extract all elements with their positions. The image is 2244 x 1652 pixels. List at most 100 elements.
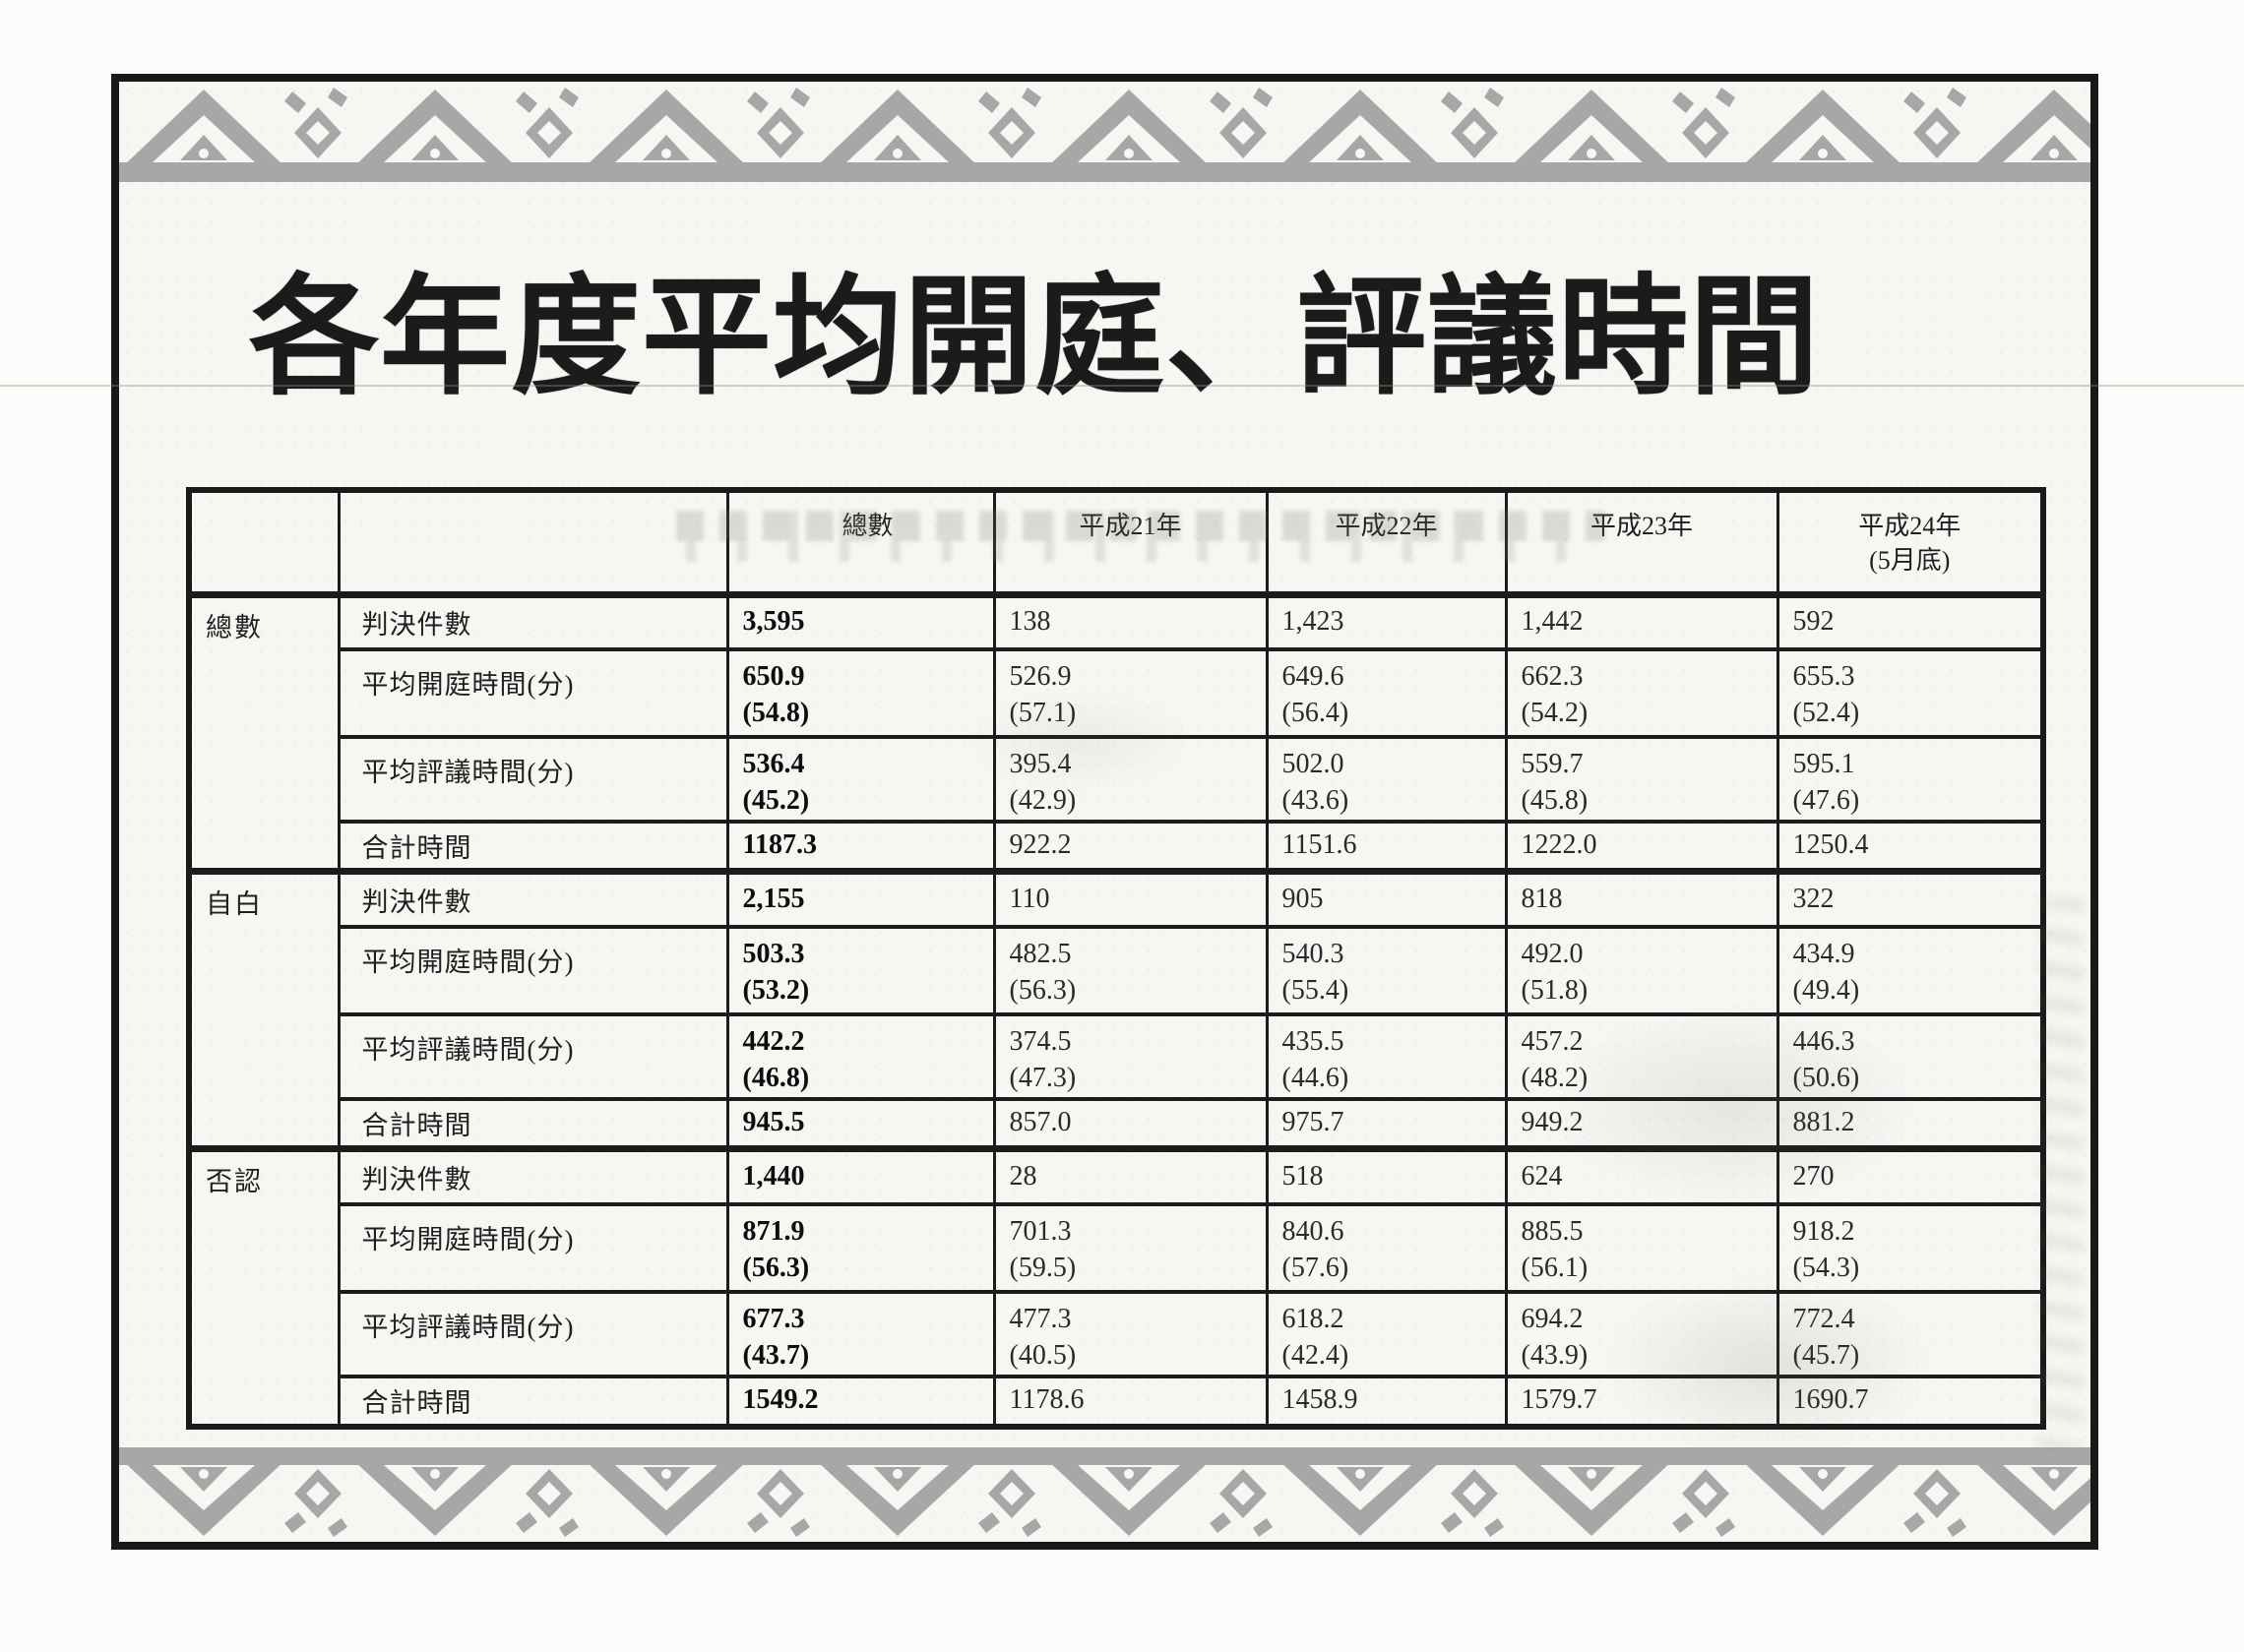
row-group-label: 否認 xyxy=(187,1145,341,1429)
table-cell: 1,442 xyxy=(1504,590,1779,651)
table-cell: 477.3 (40.5) xyxy=(992,1289,1269,1378)
table-cell: 540.3 (55.4) xyxy=(1265,924,1508,1016)
table-cell: 885.5 (56.1) xyxy=(1504,1201,1779,1294)
table-row: 否認 判決件數 1,440 28 518 624 270 xyxy=(187,1145,2045,1429)
row-label: 合計時間 xyxy=(337,1374,729,1429)
table-cell: 595.1 (47.6) xyxy=(1776,735,2045,824)
table-cell: 881.2 xyxy=(1776,1096,2045,1151)
table-cell: 435.5 (44.6) xyxy=(1265,1011,1508,1101)
table-cell: 655.3 (52.4) xyxy=(1776,647,2045,739)
table-cell: 662.3 (54.2) xyxy=(1504,647,1779,739)
row-label: 判決件數 xyxy=(337,868,729,929)
table-cell: 945.5 xyxy=(725,1096,996,1151)
table-cell: 110 xyxy=(992,868,1269,929)
table-cell: 442.2 (46.8) xyxy=(725,1011,996,1101)
table-row: 合計時間 945.5 857.0 975.7 949.2 881.2 xyxy=(189,1096,2045,1151)
row-label: 判決件數 xyxy=(337,590,729,651)
page-title: 各年度平均開庭、評議時間 xyxy=(249,266,1820,410)
table-row: 平均開庭時間(分) 503.3 (53.2) 482.5 (56.3) 540.… xyxy=(189,924,2045,1016)
table-cell: 502.0 (43.6) xyxy=(1265,735,1508,824)
table-cell: 840.6 (57.6) xyxy=(1265,1201,1508,1294)
table-cell: 1,423 xyxy=(1265,590,1508,651)
table-cell: 677.3 (43.7) xyxy=(725,1289,996,1378)
row-label: 判決件數 xyxy=(337,1145,729,1206)
table-cell: 1187.3 xyxy=(725,819,996,874)
row-label: 合計時間 xyxy=(337,819,729,874)
table-cell: 1151.6 xyxy=(1265,819,1508,874)
column-header-total: 總數 xyxy=(725,488,996,597)
table-cell: 922.2 xyxy=(992,819,1269,874)
table-cell: 270 xyxy=(1776,1145,2045,1206)
statistics-table: 總數 平成21年 平成22年 平成23年 平成24年 (5月底) 總數 判決件數… xyxy=(186,487,2046,1430)
table-cell: 28 xyxy=(992,1145,1269,1206)
row-group-label: 自白 xyxy=(187,868,341,1151)
table-cell: 592 xyxy=(1776,590,2045,651)
row-label: 平均評議時間(分) xyxy=(337,1011,729,1101)
table-cell: 503.3 (53.2) xyxy=(725,924,996,1016)
table-cell: 975.7 xyxy=(1265,1096,1508,1151)
column-header-heisei21: 平成21年 xyxy=(992,488,1269,597)
table-cell: 518 xyxy=(1265,1145,1508,1206)
slide-frame: 各年度平均開庭、評議時間 總數 平成21年 平成22年 平成23年 平成24年 … xyxy=(111,74,2098,1550)
table-cell: 701.3 (59.5) xyxy=(992,1201,1269,1294)
table-cell: 618.2 (42.4) xyxy=(1265,1289,1508,1378)
row-label: 平均開庭時間(分) xyxy=(337,924,729,1016)
table-cell: 1222.0 xyxy=(1504,819,1779,874)
row-label: 合計時間 xyxy=(337,1096,729,1151)
table-cell: 857.0 xyxy=(992,1096,1269,1151)
table-cell: 649.6 (56.4) xyxy=(1265,647,1508,739)
header-corner-cell xyxy=(187,488,341,597)
decorative-border-top xyxy=(119,82,2090,182)
table-row: 平均開庭時間(分) 650.9 (54.8) 526.9 (57.1) 649.… xyxy=(189,647,2045,739)
column-header-heisei23: 平成23年 xyxy=(1504,488,1779,597)
table-cell: 1458.9 xyxy=(1265,1374,1508,1429)
table-cell: 1,440 xyxy=(725,1145,996,1206)
row-label: 平均評議時間(分) xyxy=(337,735,729,824)
table-cell: 457.2 (48.2) xyxy=(1504,1011,1779,1101)
header-corner-cell xyxy=(337,488,729,597)
table-cell: 374.5 (47.3) xyxy=(992,1011,1269,1101)
table-cell: 949.2 xyxy=(1504,1096,1779,1151)
table-cell: 694.2 (43.9) xyxy=(1504,1289,1779,1378)
decorative-border-bottom xyxy=(119,1447,2090,1542)
row-label: 平均評議時間(分) xyxy=(337,1289,729,1378)
table-cell: 446.3 (50.6) xyxy=(1776,1011,2045,1101)
table-cell: 536.4 (45.2) xyxy=(725,735,996,824)
table-row: 平均評議時間(分) 677.3 (43.7) 477.3 (40.5) 618.… xyxy=(189,1289,2045,1378)
row-label: 平均開庭時間(分) xyxy=(337,1201,729,1294)
row-group-label: 總數 xyxy=(187,590,341,874)
table-cell: 918.2 (54.3) xyxy=(1776,1201,2045,1294)
table-cell: 395.4 (42.9) xyxy=(992,735,1269,824)
table-row: 合計時間 1187.3 922.2 1151.6 1222.0 1250.4 xyxy=(189,819,2045,874)
table-cell: 1250.4 xyxy=(1776,819,2045,874)
table-cell: 772.4 (45.7) xyxy=(1776,1289,2045,1378)
table-cell: 3,595 xyxy=(725,590,996,651)
row-label: 平均開庭時間(分) xyxy=(337,647,729,739)
table-cell: 482.5 (56.3) xyxy=(992,924,1269,1016)
table-cell: 1549.2 xyxy=(725,1374,996,1429)
table-row: 自白 判決件數 2,155 110 905 818 322 xyxy=(187,868,2045,1151)
table-cell: 1579.7 xyxy=(1504,1374,1779,1429)
table-row: 平均評議時間(分) 536.4 (45.2) 395.4 (42.9) 502.… xyxy=(189,735,2045,824)
table-cell: 2,155 xyxy=(725,868,996,929)
table-row: 總數 判決件數 3,595 138 1,423 1,442 592 xyxy=(187,590,2045,874)
table-cell: 434.9 (49.4) xyxy=(1776,924,2045,1016)
column-header-heisei24: 平成24年 (5月底) xyxy=(1776,488,2045,597)
table-cell: 905 xyxy=(1265,868,1508,929)
table-cell: 526.9 (57.1) xyxy=(992,647,1269,739)
table-cell: 138 xyxy=(992,590,1269,651)
table-cell: 559.7 (45.8) xyxy=(1504,735,1779,824)
table-cell: 322 xyxy=(1776,868,2045,929)
table-cell: 650.9 (54.8) xyxy=(725,647,996,739)
table-cell: 1690.7 xyxy=(1776,1374,2045,1429)
header-row: 總數 平成21年 平成22年 平成23年 平成24年 (5月底) xyxy=(187,488,2045,597)
table-row: 平均開庭時間(分) 871.9 (56.3) 701.3 (59.5) 840.… xyxy=(189,1201,2045,1294)
table-row: 合計時間 1549.2 1178.6 1458.9 1579.7 1690.7 xyxy=(189,1374,2045,1429)
table-cell: 624 xyxy=(1504,1145,1779,1206)
column-header-heisei22: 平成22年 xyxy=(1265,488,1508,597)
table-cell: 492.0 (51.8) xyxy=(1504,924,1779,1016)
table-cell: 1178.6 xyxy=(992,1374,1269,1429)
table-cell: 871.9 (56.3) xyxy=(725,1201,996,1294)
table-cell: 818 xyxy=(1504,868,1779,929)
